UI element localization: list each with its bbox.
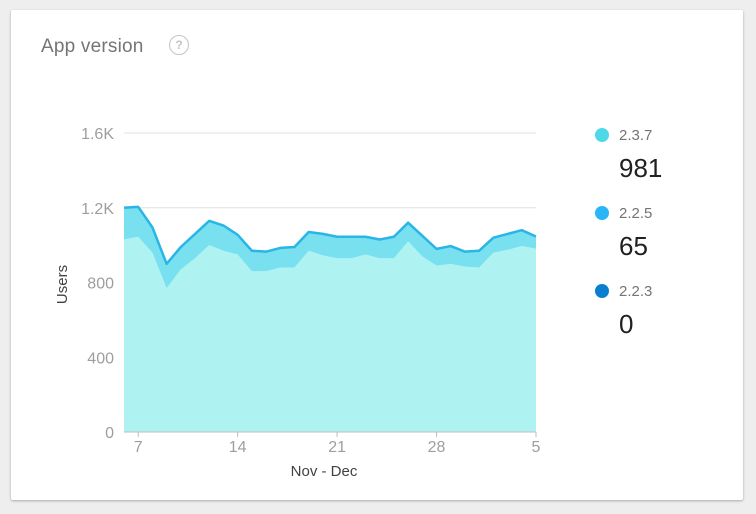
legend-value: 65 [619, 231, 648, 261]
legend-dot-icon [595, 284, 609, 298]
legend-dot-icon [595, 206, 609, 220]
legend-name: 2.2.5 [619, 205, 653, 222]
x-axis-label: Nov - Dec [291, 463, 358, 480]
series-lines [123, 205, 537, 266]
help-icon[interactable]: ? [169, 35, 189, 55]
y-axis-label: Users [54, 265, 71, 304]
app-version-card: App version ? 0 400 800 1.2K 1.6K 7 14 21 28 5 No… [11, 10, 743, 500]
y-tick-label: 0 [105, 425, 114, 442]
y-tick-label: 800 [87, 276, 114, 293]
y-tick-label: 1.2K [81, 201, 114, 218]
y-tick-label: 1.6K [81, 126, 114, 143]
x-tick-label: 28 [428, 439, 446, 456]
legend-value: 981 [619, 153, 663, 183]
card-title: App version [41, 36, 144, 57]
x-tick-label: 21 [328, 439, 346, 456]
legend-dot-icon [595, 128, 609, 142]
x-tick-label: 7 [134, 439, 143, 456]
legend-value: 0 [619, 309, 634, 339]
axes: 0 400 800 1.2K 1.6K 7 14 21 28 5 [81, 126, 540, 456]
x-tick-label: 5 [532, 439, 541, 456]
total-line [123, 205, 537, 266]
legend-name: 2.2.3 [619, 283, 653, 300]
x-tick-label: 14 [229, 439, 247, 456]
app-version-chart: 0 400 800 1.2K 1.6K 7 14 21 28 5 Nov - Dec Users [54, 126, 541, 480]
series-areas [124, 206, 536, 432]
area-series-2-2-5 [124, 206, 536, 289]
y-tick-label: 400 [87, 350, 114, 367]
legend-name: 2.3.7 [619, 127, 653, 144]
area-series-2-3-7 [124, 236, 536, 432]
